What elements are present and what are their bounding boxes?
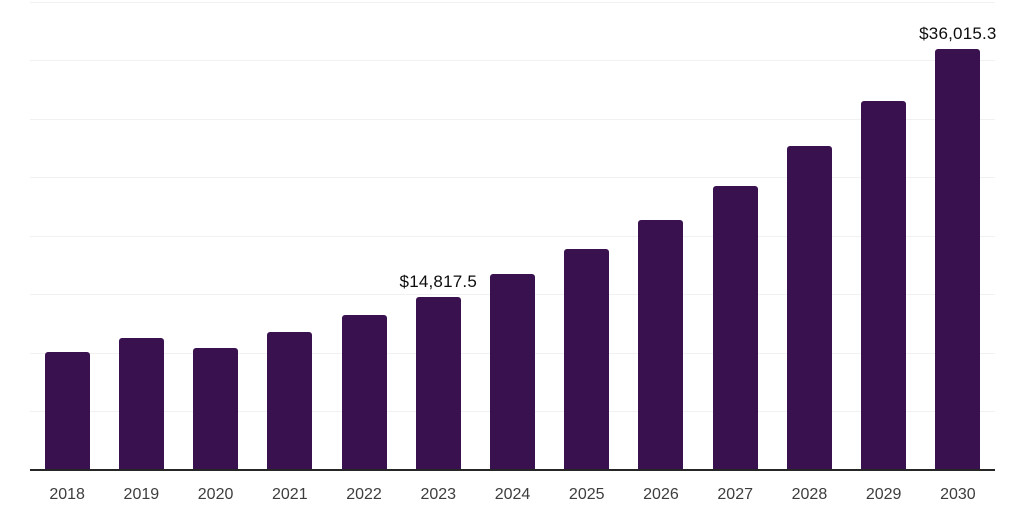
x-tick-label-2021: 2021 <box>272 486 308 503</box>
x-tick-label-2024: 2024 <box>494 486 531 503</box>
bar-2018 <box>44 351 90 470</box>
x-tick-label-2030: 2030 <box>940 486 976 503</box>
bar-2020 <box>193 347 239 470</box>
x-tick-label-2025: 2025 <box>568 486 605 503</box>
gridline <box>30 60 995 61</box>
value-label-2023: $14,817.5 <box>399 271 477 291</box>
x-tick-label-2020: 2020 <box>197 486 234 503</box>
x-tick-label-2022: 2022 <box>346 486 382 503</box>
bar-2026 <box>638 220 684 470</box>
x-tick-label-2019: 2019 <box>123 486 160 503</box>
gridline <box>30 177 995 178</box>
x-tick-label-2028: 2028 <box>791 486 828 503</box>
bar-2030 <box>935 48 981 470</box>
bar-2023 <box>415 296 461 470</box>
bar-2022 <box>341 314 387 470</box>
gridline <box>30 1 995 3</box>
value-label-2030: $36,015.3 <box>919 23 997 43</box>
x-tick-label-2029: 2029 <box>865 486 902 503</box>
x-tick-label-2026: 2026 <box>643 486 679 503</box>
x-tick-label-2018: 2018 <box>49 486 85 503</box>
bar-2029 <box>861 100 907 470</box>
x-axis-line <box>30 469 995 471</box>
bar-2028 <box>786 145 832 470</box>
x-tick-label-2027: 2027 <box>717 486 753 503</box>
bar-2021 <box>267 331 313 470</box>
bar-2024 <box>490 274 535 470</box>
gridline <box>30 118 995 120</box>
bar-2019 <box>118 338 164 470</box>
x-tick-label-2023: 2023 <box>420 486 457 503</box>
gridline <box>30 235 995 237</box>
bar-2027 <box>712 186 758 470</box>
bar-2025 <box>564 248 610 470</box>
